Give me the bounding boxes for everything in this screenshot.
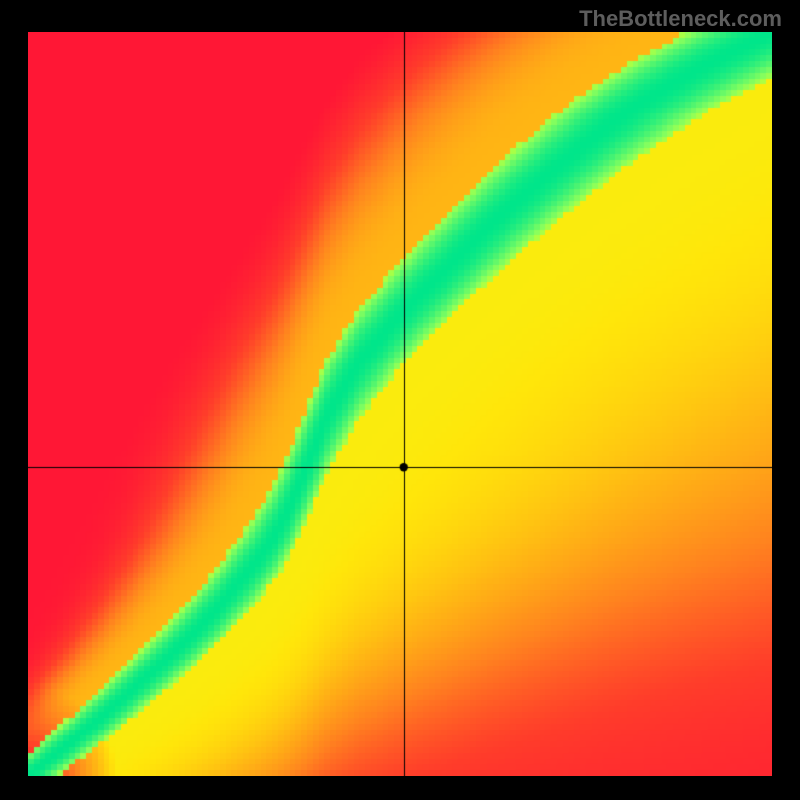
chart-container: TheBottleneck.com (0, 0, 800, 800)
bottleneck-heatmap (28, 32, 772, 776)
watermark-text: TheBottleneck.com (579, 6, 782, 32)
